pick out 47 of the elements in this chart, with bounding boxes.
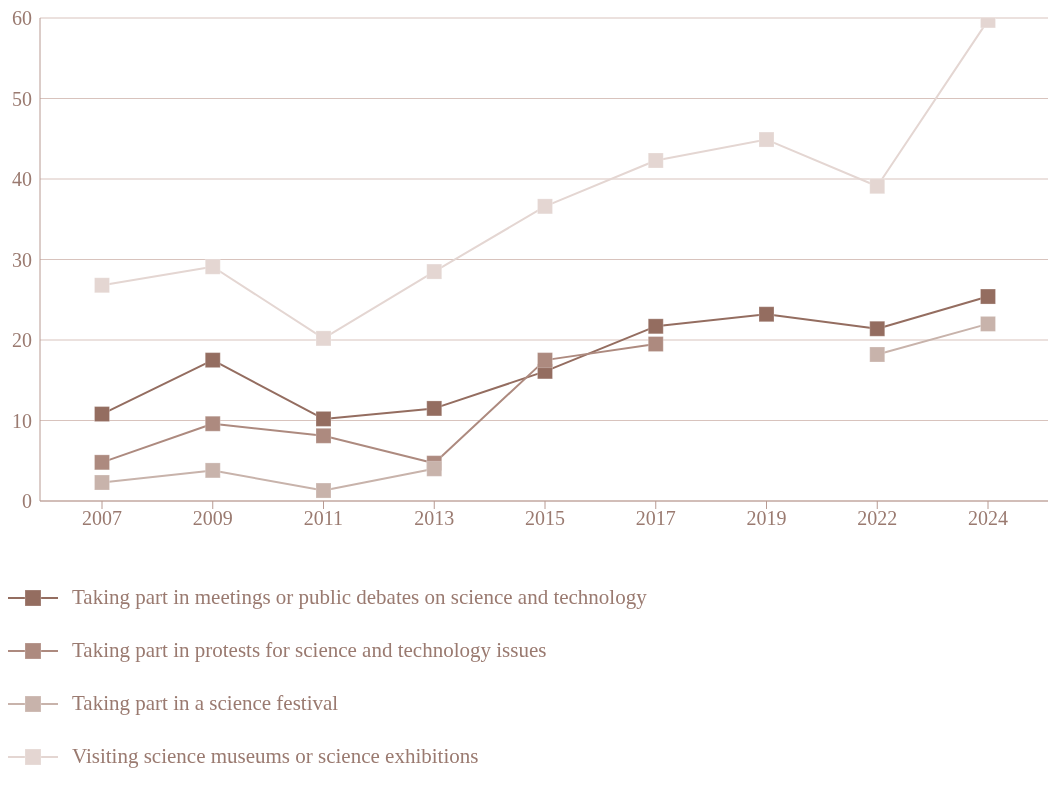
point [94,277,110,294]
point [758,306,775,323]
point [758,131,775,148]
y-tick-label: 20 [12,329,32,352]
y-tick-label: 50 [12,87,32,110]
x-tick-label: 2007 [82,507,122,530]
point [537,352,553,369]
point [980,315,996,332]
y-tick-label: 30 [12,248,32,271]
y-tick-label: 0 [22,490,32,513]
x-tick-label: 2015 [525,507,565,530]
point [315,410,332,427]
point [426,263,443,280]
point [647,336,664,353]
point [315,330,332,347]
point [537,198,553,215]
x-tick-label: 2017 [635,507,676,530]
x-tick-label: 2024 [968,507,1008,530]
point [204,258,221,275]
legend-label: Taking part in a science festival [72,691,339,716]
y-tick-label: 40 [12,168,32,191]
point [426,460,443,477]
point [869,320,886,337]
x-tick-label: 2022 [857,507,898,530]
legend-label: Visiting science museums or science exhibitions [72,744,479,769]
point [94,454,110,471]
point [869,178,886,195]
legend-label: Taking part in protests for science and technology issues [72,638,547,663]
x-tick-label: 2011 [303,507,344,530]
point [204,462,221,479]
point [315,427,332,444]
legend-label: Taking part in meetings or public debates on science and technology [72,585,647,610]
point [204,415,221,432]
point [426,400,443,417]
point [94,474,110,491]
point [94,406,110,423]
point [647,318,664,335]
x-tick-label: 2013 [414,507,455,530]
point [869,346,886,363]
point [980,288,996,305]
x-tick-label: 2019 [746,507,787,530]
point [315,482,332,499]
y-tick-label: 10 [12,409,32,432]
point [647,152,664,169]
y-tick-label: 60 [12,7,32,30]
point [204,352,221,369]
x-tick-label: 2009 [192,507,233,530]
